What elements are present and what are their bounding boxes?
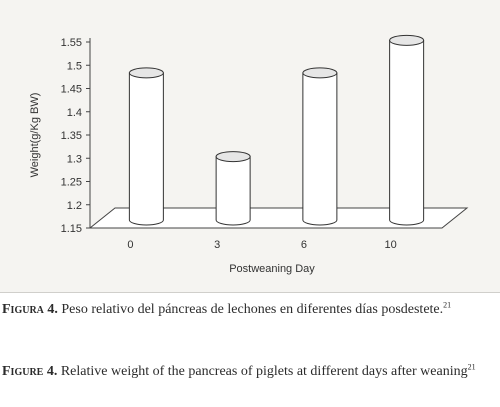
caption-ref-en: 21: [467, 362, 476, 372]
chart-panel: 1.15 1.2 1.25 1.3 1.35 1.4 1.45 1.5 1.55 Weight(g…: [0, 0, 500, 292]
caption-label-en: Figure 4.: [2, 364, 58, 379]
caption-text-en: Relative weight of the pancreas of pigle…: [57, 364, 468, 379]
caption-label-es: Figura 4.: [2, 302, 58, 317]
y-tick-label: 1.4: [67, 107, 82, 119]
bar-3: [215, 151, 251, 226]
bar-top: [128, 67, 164, 79]
bar-top: [389, 34, 425, 46]
divider: [0, 292, 500, 293]
bar-top: [215, 151, 251, 163]
x-tick-label: 0: [127, 239, 133, 251]
bar-10: [389, 34, 425, 226]
x-tick-label: 3: [214, 239, 220, 251]
bar-body: [128, 72, 164, 226]
bar-body: [389, 39, 425, 226]
x-tick-label: 10: [385, 239, 397, 251]
caption-ref-es: 21: [443, 300, 452, 310]
y-tick-label: 1.45: [61, 84, 82, 96]
y-axis-label: Weight(g/Kg BW): [29, 93, 41, 178]
bar-chart: 1.15 1.2 1.25 1.3 1.35 1.4 1.45 1.5 1.55 Weight(g…: [29, 34, 469, 275]
figure-caption-es: Figura 4. Peso relativo del páncreas de …: [2, 300, 498, 319]
bar-6: [302, 67, 338, 226]
y-tick-label: 1.3: [67, 153, 82, 165]
y-tick-label: 1.5: [67, 60, 82, 72]
caption-text-es: Peso relativo del páncreas de lechones e…: [57, 302, 444, 317]
chart-floor: [88, 207, 469, 229]
x-tick-label: 6: [301, 239, 307, 251]
y-tick-label: 1.35: [61, 130, 82, 142]
bar-top: [302, 67, 338, 79]
y-tick-label: 1.15: [61, 223, 82, 235]
bar-0: [128, 67, 164, 226]
bar-body: [302, 72, 338, 226]
x-axis-label: Postweaning Day: [229, 263, 315, 275]
y-tick-label: 1.55: [61, 37, 82, 49]
figure-caption-en: Figure 4. Relative weight of the pancrea…: [2, 362, 498, 381]
bar-body: [215, 156, 251, 226]
y-tick-label: 1.25: [61, 177, 82, 189]
y-tick-label: 1.2: [67, 200, 82, 212]
